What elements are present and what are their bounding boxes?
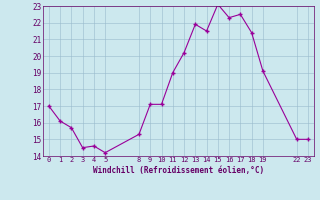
- X-axis label: Windchill (Refroidissement éolien,°C): Windchill (Refroidissement éolien,°C): [93, 166, 264, 175]
